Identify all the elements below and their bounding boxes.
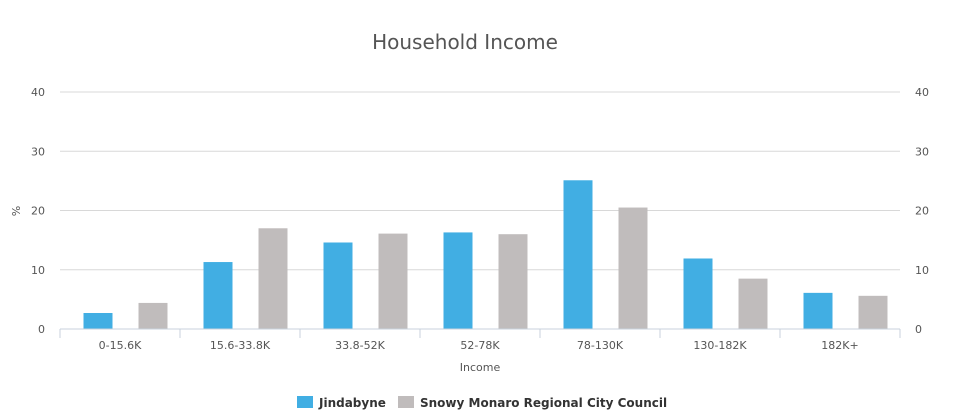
- y-axis-left: 0 10 20 30 40: [31, 86, 45, 336]
- x-tick-label: 130-182K: [693, 339, 747, 352]
- legend-swatch: [297, 396, 313, 408]
- bar-jindabyne[interactable]: [563, 180, 593, 329]
- y-tick-label-right: 10: [915, 264, 929, 277]
- y-tick-label-right: 0: [915, 323, 922, 336]
- bars: [83, 180, 888, 329]
- y-tick-label-left: 30: [31, 145, 45, 158]
- bar-jindabyne[interactable]: [803, 292, 833, 329]
- x-axis: 0-15.6K 15.6-33.8K 33.8-52K 52-78K 78-130K 13…: [59, 328, 901, 352]
- y-tick-label-left: 0: [38, 323, 45, 336]
- gridlines: [60, 91, 900, 271]
- legend-label[interactable]: Snowy Monaro Regional City Council: [420, 396, 667, 410]
- bar-snowy-monaro[interactable]: [858, 295, 888, 329]
- x-tick-label: 78-130K: [577, 339, 624, 352]
- legend-swatch: [398, 396, 414, 408]
- x-tick-label: 52-78K: [460, 339, 500, 352]
- y-tick-label-right: 30: [915, 145, 929, 158]
- legend: Jindabyne Snowy Monaro Regional City Coun…: [297, 396, 667, 410]
- bar-snowy-monaro[interactable]: [618, 207, 648, 329]
- x-tick-label: 182K+: [821, 339, 858, 352]
- x-tick-label: 15.6-33.8K: [210, 339, 271, 352]
- y-tick-label-right: 20: [915, 205, 929, 218]
- bar-snowy-monaro[interactable]: [738, 278, 768, 329]
- bar-jindabyne[interactable]: [83, 313, 113, 329]
- bar-jindabyne[interactable]: [443, 232, 473, 329]
- bar-snowy-monaro[interactable]: [498, 234, 528, 329]
- bar-snowy-monaro[interactable]: [138, 302, 168, 329]
- y-tick-label-right: 40: [915, 86, 929, 99]
- bar-jindabyne[interactable]: [683, 258, 713, 329]
- y-axis-right: 0 10 20 30 40: [915, 86, 929, 336]
- bar-jindabyne[interactable]: [323, 242, 353, 329]
- chart-title: Household Income: [372, 30, 558, 54]
- x-axis-title: Income: [460, 361, 501, 374]
- x-tick-label: 33.8-52K: [335, 339, 385, 352]
- bar-jindabyne[interactable]: [203, 262, 233, 329]
- y-axis-title: %: [10, 206, 23, 216]
- bar-snowy-monaro[interactable]: [378, 233, 408, 329]
- legend-label[interactable]: Jindabyne: [318, 396, 386, 410]
- y-tick-label-left: 20: [31, 205, 45, 218]
- y-tick-label-left: 10: [31, 264, 45, 277]
- x-tick-label: 0-15.6K: [99, 339, 142, 352]
- bar-snowy-monaro[interactable]: [258, 228, 288, 329]
- y-tick-label-left: 40: [31, 86, 45, 99]
